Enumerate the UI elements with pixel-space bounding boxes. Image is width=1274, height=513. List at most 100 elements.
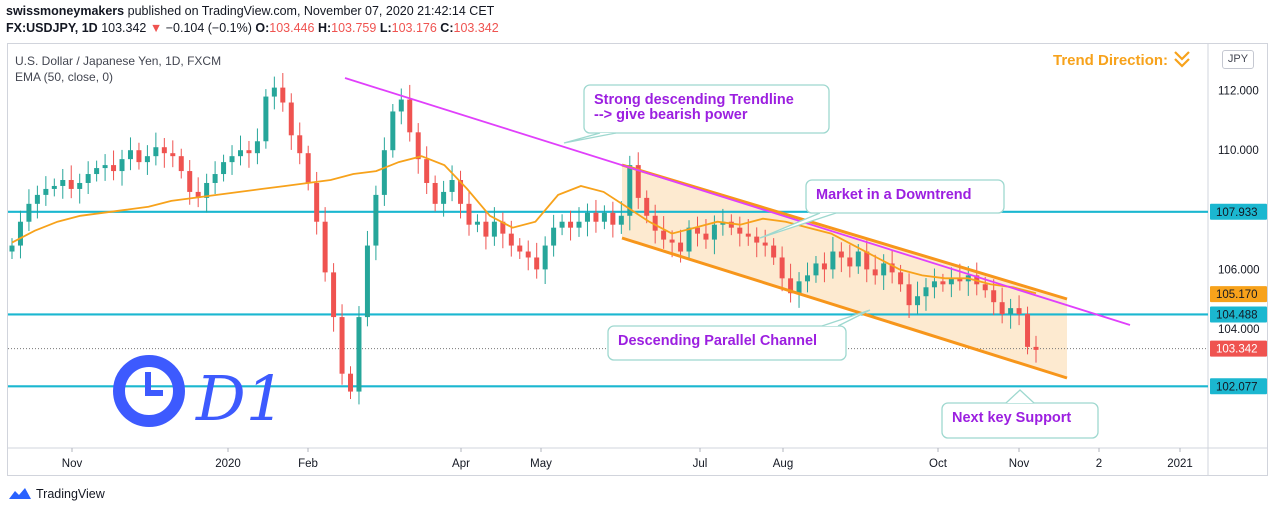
candle-body bbox=[26, 203, 32, 222]
candle-body bbox=[297, 135, 303, 154]
candle-body bbox=[813, 263, 819, 276]
level-tag: 107.933 bbox=[1216, 207, 1258, 219]
candle-body bbox=[635, 165, 641, 198]
candle-body bbox=[788, 278, 794, 294]
candle-body bbox=[889, 263, 895, 273]
candle-body bbox=[424, 159, 430, 183]
candle-body bbox=[212, 174, 218, 183]
change-arrow-icon: ▼ bbox=[149, 21, 163, 35]
candle-body bbox=[381, 150, 387, 195]
candle-body bbox=[940, 281, 946, 285]
candle-body bbox=[678, 242, 684, 252]
candle-body bbox=[686, 227, 692, 252]
currency-button[interactable]: JPY bbox=[1222, 50, 1254, 69]
candle-body bbox=[584, 212, 590, 222]
candle-body bbox=[652, 215, 658, 231]
candle-body bbox=[246, 150, 252, 154]
candle-body bbox=[982, 284, 988, 291]
candle-body bbox=[373, 194, 379, 246]
candle-body bbox=[94, 168, 100, 175]
candle-body bbox=[221, 162, 227, 175]
chart-frame bbox=[7, 43, 1268, 476]
candle-body bbox=[568, 221, 574, 228]
ema-price-tag-bg bbox=[1210, 286, 1267, 303]
candle-body bbox=[280, 87, 286, 103]
candle-body bbox=[1033, 346, 1039, 350]
downtrend-callout[interactable]: Market in a Downtrend bbox=[759, 179, 1005, 239]
publisher-name[interactable]: swissmoneymakers bbox=[6, 4, 125, 18]
candle-body bbox=[838, 251, 844, 258]
descending-trendline[interactable] bbox=[344, 77, 1131, 326]
candle-body bbox=[847, 257, 853, 267]
candle-body bbox=[737, 227, 743, 234]
channel-callout[interactable]: Descending Parallel Channel bbox=[607, 309, 871, 361]
trendline-callout[interactable]: Strong descending Trendline--> give bear… bbox=[563, 84, 830, 144]
candle-body bbox=[43, 188, 49, 195]
y-tick-label: 106.000 bbox=[1218, 264, 1260, 276]
candle-body bbox=[254, 141, 260, 154]
support-callout[interactable]: Next key Support bbox=[941, 389, 1099, 439]
candle-body bbox=[661, 230, 667, 240]
candle-body bbox=[728, 221, 734, 228]
candle-body bbox=[77, 182, 83, 189]
ohlc-line: FX:USDJPY, 1D 103.342 ▼ −0.104 (−0.1%) O… bbox=[6, 21, 499, 35]
support-callout-text: Next key Support bbox=[952, 410, 1071, 426]
candle-body bbox=[703, 233, 709, 240]
candle-body bbox=[1025, 314, 1031, 347]
trendline-callout-text: --> give bearish power bbox=[594, 107, 748, 123]
support-callout-pointer bbox=[1005, 389, 1035, 404]
candle-body bbox=[669, 239, 675, 243]
y-tick-label: 112.000 bbox=[1218, 86, 1259, 98]
candle-body bbox=[474, 221, 480, 225]
candle-body bbox=[923, 287, 929, 297]
candle-body bbox=[348, 373, 354, 392]
candle-body bbox=[881, 263, 887, 276]
tradingview-footer: TradingView bbox=[8, 487, 105, 501]
candle-body bbox=[898, 272, 904, 285]
trendline-callout-text: Strong descending Trendline bbox=[594, 92, 794, 108]
open-value: 103.446 bbox=[269, 21, 315, 35]
candle-body bbox=[263, 96, 269, 142]
close-value: 103.342 bbox=[453, 21, 499, 35]
candle-body bbox=[102, 165, 108, 169]
candle-body bbox=[796, 281, 802, 294]
candle-body bbox=[821, 263, 827, 270]
channel-callout-pointer bbox=[821, 309, 871, 327]
last-price-tag: 103.342 bbox=[1216, 344, 1258, 356]
candle-body bbox=[144, 156, 150, 163]
x-tick-label: 2021 bbox=[1167, 458, 1193, 470]
candle-body bbox=[754, 236, 760, 243]
candle-body bbox=[322, 221, 328, 273]
indicator-legend[interactable]: EMA (50, close, 0) bbox=[15, 70, 114, 84]
last-price: 103.342 bbox=[101, 21, 147, 35]
channel-upper-line bbox=[621, 163, 1068, 301]
candle-body bbox=[34, 194, 40, 204]
candle-body bbox=[931, 281, 937, 288]
trendline-callout-box bbox=[583, 84, 830, 134]
x-tick-label: 2020 bbox=[215, 458, 241, 470]
candle-body bbox=[542, 245, 548, 270]
publish-info: swissmoneymakers published on TradingVie… bbox=[6, 4, 494, 18]
candle-body bbox=[872, 269, 878, 276]
candle-body bbox=[288, 102, 294, 136]
candle-body bbox=[356, 317, 362, 392]
candle-body bbox=[153, 147, 159, 157]
candle-body bbox=[170, 153, 176, 157]
candle-body bbox=[559, 221, 565, 228]
candle-body bbox=[187, 171, 193, 192]
clock-icon bbox=[113, 355, 185, 427]
candle-body bbox=[551, 227, 557, 246]
candle-body bbox=[991, 290, 997, 303]
candle-body bbox=[576, 221, 582, 228]
candle-body bbox=[762, 242, 768, 246]
open-label: O: bbox=[255, 21, 270, 35]
x-tick-label: Nov bbox=[1009, 458, 1030, 470]
candle-body bbox=[407, 99, 413, 133]
candle-body bbox=[398, 99, 404, 112]
candle-body bbox=[534, 257, 540, 270]
candle-body bbox=[441, 191, 447, 204]
candle-body bbox=[627, 165, 633, 216]
candle-body bbox=[483, 221, 489, 237]
double-chevron-down-icon bbox=[1174, 51, 1190, 68]
